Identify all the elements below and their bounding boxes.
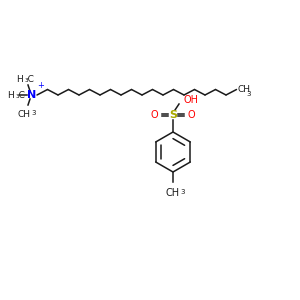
Text: 3: 3: [247, 91, 251, 97]
Text: CH: CH: [238, 85, 250, 94]
Text: S: S: [169, 110, 177, 120]
Text: 3: 3: [31, 110, 35, 116]
Text: +: +: [37, 81, 44, 90]
Text: H: H: [7, 91, 14, 100]
Text: O: O: [188, 110, 196, 120]
Text: 3: 3: [180, 189, 184, 195]
Text: N: N: [27, 90, 37, 100]
Text: ₃C: ₃C: [25, 76, 35, 85]
Text: O: O: [150, 110, 158, 120]
Text: H: H: [16, 76, 23, 85]
Text: ₃C: ₃C: [16, 91, 26, 100]
Text: CH: CH: [17, 110, 31, 119]
Text: CH: CH: [166, 188, 180, 198]
Text: OH: OH: [183, 95, 198, 105]
